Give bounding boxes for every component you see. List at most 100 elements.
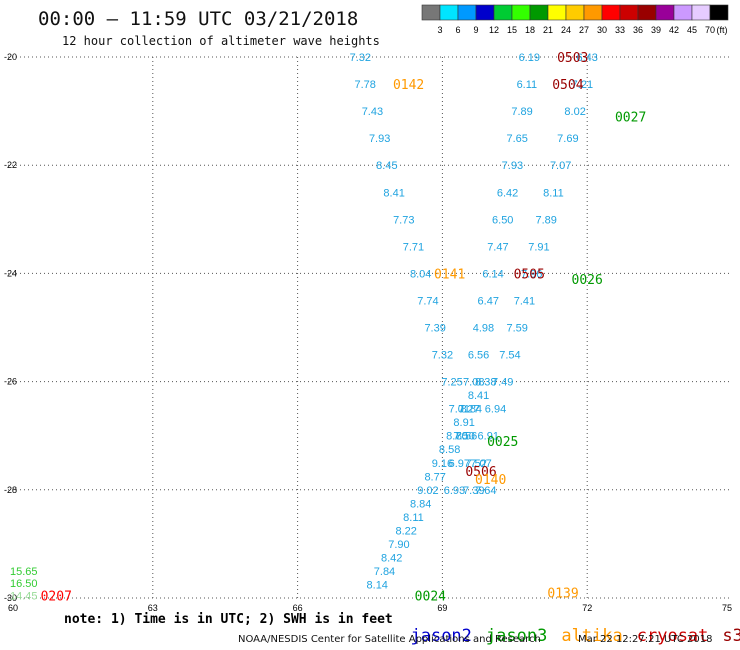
legend-label: 70 xyxy=(705,25,715,35)
swh-value: 6.94 xyxy=(485,404,506,416)
swh-value: 7.01 xyxy=(449,404,470,416)
swh-value: 7.74 xyxy=(417,295,438,307)
swh-value: 7.93 xyxy=(369,133,390,145)
edge-value: 15.65 xyxy=(10,566,38,578)
swh-value: 6.93 xyxy=(444,485,465,497)
swh-value: 4.98 xyxy=(473,323,494,335)
y-tick-label: -26 xyxy=(4,377,17,387)
y-tick-label: -22 xyxy=(4,160,17,170)
swh-value: 7.41 xyxy=(514,295,535,307)
swh-value: 7.69 xyxy=(557,133,578,145)
swh-value: 7.71 xyxy=(403,241,424,253)
x-tick-label: 60 xyxy=(8,603,18,613)
swh-value: 7.78 xyxy=(354,79,375,91)
legend-label: 33 xyxy=(615,25,625,35)
swh-value: 7.52 xyxy=(465,458,486,470)
swh-value: 8.02 xyxy=(564,106,585,118)
label-layer: 0503 0504 0027 0142 0141 0505 0026 0025 05060140… xyxy=(10,51,646,604)
swh-value: 8.45 xyxy=(376,160,397,172)
legend-label: 30 xyxy=(597,25,607,35)
legend-label: 12 xyxy=(489,25,499,35)
x-tick-label: 66 xyxy=(293,603,303,613)
swh-value: 6.50 xyxy=(492,214,513,226)
swh-value: 7.21 xyxy=(572,79,593,91)
pass-label: 0026 xyxy=(572,273,603,288)
pass-label: 0503 xyxy=(557,51,588,66)
swh-value: 7.84 xyxy=(374,566,395,578)
swh-value: 8.22 xyxy=(395,525,416,537)
swh-value: 8.11 xyxy=(403,512,424,524)
y-tick-label: -20 xyxy=(4,52,17,62)
swh-value: 7.07 xyxy=(550,160,571,172)
legend-label: 42 xyxy=(669,25,679,35)
swh-value: 8.04 xyxy=(410,268,431,280)
pass-label: 0140 xyxy=(475,473,506,488)
swh-value: 6.47 xyxy=(478,295,499,307)
swh-value: 7.27 xyxy=(458,404,479,416)
swh-value: 6.97 xyxy=(449,458,470,470)
swh-value: 7.54 xyxy=(499,350,520,362)
swh-value: 7.07 xyxy=(470,458,491,470)
edge-value: 14.45 xyxy=(10,590,38,602)
swh-value: 8.77 xyxy=(424,471,445,483)
x-tick-label: 72 xyxy=(582,603,592,613)
swh-value: 7.91 xyxy=(528,241,549,253)
grid-layer xyxy=(8,56,732,599)
swh-value: 8.84 xyxy=(461,404,482,416)
sat-jason3: jason3 xyxy=(485,626,548,646)
y-tick-label: -28 xyxy=(4,485,17,495)
color-legend: 3 6 9 12 15 18 21 24 27 30 33 36 39 42 45 70 (ft) xyxy=(421,4,733,40)
axis-layer: 60 63 66 69 72 75 -20 -22 -24 -26 -28 -30 xyxy=(4,52,732,613)
x-tick-label: 75 xyxy=(722,603,732,613)
sat-cryosat: cryosat xyxy=(636,626,709,646)
sat-s3a: s3a xyxy=(722,626,740,646)
track-layer: 7.32 7.78 7.43 7.93 8.45 8.41 7.73 7.71 8.04 7.74… xyxy=(350,52,598,591)
legend-label: 15 xyxy=(507,25,517,35)
swh-value: 8.38 xyxy=(475,377,496,389)
legend-label: 27 xyxy=(579,25,589,35)
x-tick-label: 69 xyxy=(437,603,447,613)
pass-label: 0505 xyxy=(514,267,545,282)
pass-label: 0504 xyxy=(552,78,583,93)
swh-value: 8.14 xyxy=(367,579,388,591)
swh-value: 7.90 xyxy=(388,539,409,551)
swh-value: 6.56 xyxy=(468,350,489,362)
y-tick-label: -24 xyxy=(4,268,17,278)
pass-label: 0027 xyxy=(615,111,646,126)
swh-value: 7.65 xyxy=(507,133,528,145)
swh-value: 7.32 xyxy=(350,52,371,64)
swh-value: 6.14 xyxy=(482,268,503,280)
swh-value: 8.70 xyxy=(446,431,467,443)
legend-label: 24 xyxy=(561,25,571,35)
pass-label: 0024 xyxy=(415,589,446,604)
edge-value: 16.50 xyxy=(10,578,38,590)
pass-label: 0141 xyxy=(434,267,465,282)
swh-value: 9.16 xyxy=(432,458,453,470)
swh-value: 8.41 xyxy=(468,390,489,402)
swh-value: 8.11 xyxy=(543,187,564,199)
legend-label: 36 xyxy=(633,25,643,35)
swh-value: 7.49 xyxy=(492,377,513,389)
legend-label: 39 xyxy=(651,25,661,35)
legend-label: 3 xyxy=(437,25,442,35)
footnote: note: 1) Time is in UTC; 2) SWH is in fe… xyxy=(64,612,393,627)
chart-subtitle: 12 hour collection of altimeter wave hei… xyxy=(62,34,380,48)
pass-label: 0506 xyxy=(465,465,496,480)
swh-value: 7.50 xyxy=(453,431,474,443)
swh-value: 7.64 xyxy=(475,485,496,497)
credit-line: NOAA/NESDIS Center for Satellite Applica… xyxy=(238,634,541,645)
legend-label: 18 xyxy=(525,25,535,35)
swh-value: 7.25 xyxy=(441,377,462,389)
legend-label: 21 xyxy=(543,25,553,35)
swh-value: 7.08 xyxy=(463,377,484,389)
swh-value: 8.58 xyxy=(439,444,460,456)
timestamp: Mar 22 12:27:21 UTC 2018 xyxy=(578,634,713,645)
swh-value: 7.39 xyxy=(424,323,445,335)
swh-value: 9.02 xyxy=(417,485,438,497)
chart-title: 00:00 – 11:59 UTC 03/21/2018 xyxy=(38,8,359,30)
swh-value: 6.11 xyxy=(517,79,538,91)
y-tick-label: -30 xyxy=(4,593,17,603)
swh-value: 7.32 xyxy=(432,350,453,362)
swh-value: 7.89 xyxy=(535,214,556,226)
